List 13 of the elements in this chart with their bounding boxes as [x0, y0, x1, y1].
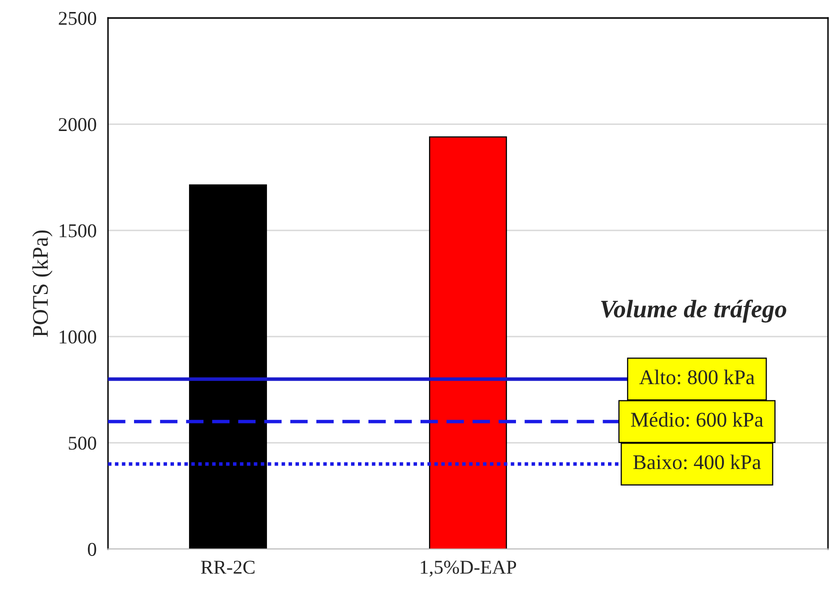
ref-line-label: Alto: 800 kPa — [639, 370, 755, 384]
y-tick-label: 1500 — [60, 224, 96, 238]
y-tick-label: 2000 — [58, 118, 96, 132]
y-axis-title: POTS (kPa) — [32, 230, 52, 337]
ref-line-label: Médio: 600 kPa — [631, 412, 764, 427]
y-tick-label: 500 — [68, 436, 96, 450]
x-tick-label: 1,5%D-EAP — [420, 560, 516, 577]
ref-line-label: Baixo: 400 kPa — [633, 454, 761, 470]
y-tick-label: 1000 — [60, 330, 96, 344]
y-tick-label: 0 — [88, 542, 96, 556]
y-tick-label: 2500 — [58, 12, 96, 25]
x-tick-label: RR-2C — [201, 560, 254, 574]
annotation: Volume de tráfego — [601, 300, 786, 323]
